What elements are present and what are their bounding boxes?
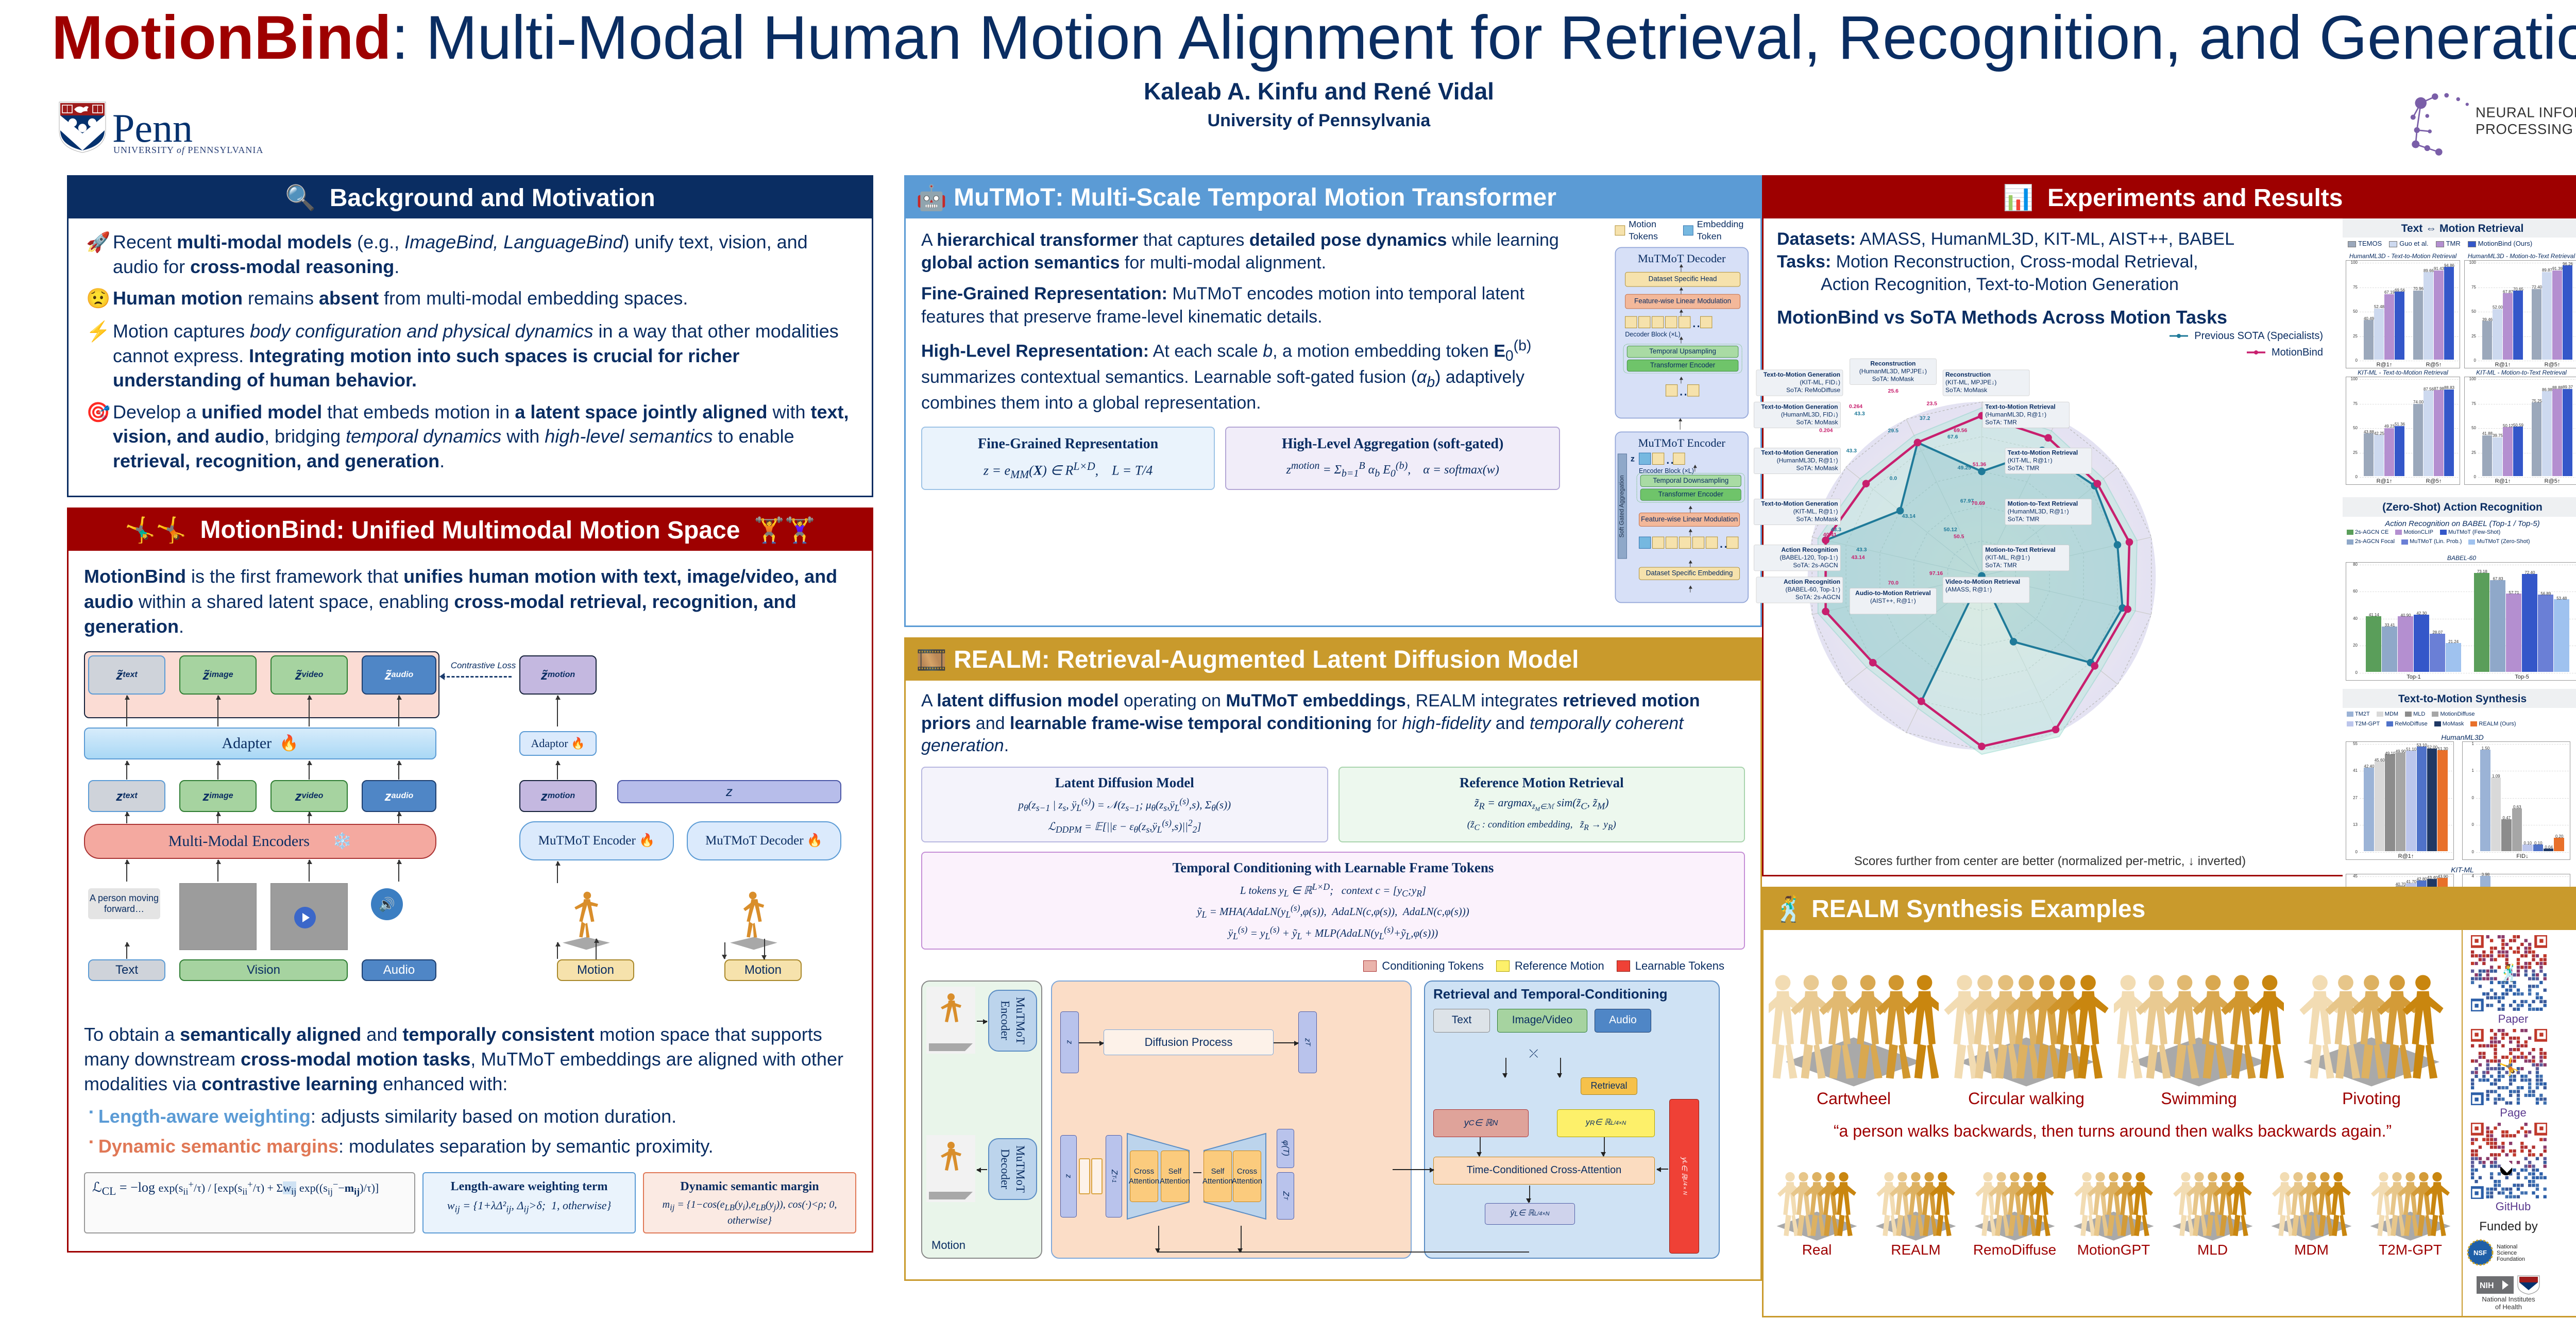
svg-text:NSF: NSF <box>2473 1249 2487 1257</box>
svg-text:Foundation: Foundation <box>2497 1256 2525 1262</box>
svg-text:Science: Science <box>2497 1250 2517 1256</box>
svg-text:UNIVERSITY of PENNSYLVANIA: UNIVERSITY of PENNSYLVANIA <box>113 145 263 155</box>
svg-text:🕺: 🕺 <box>2499 962 2520 983</box>
svg-text:🤸: 🤸 <box>2499 1057 2520 1076</box>
svg-text:Penn: Penn <box>112 106 193 150</box>
svg-text:PROCESSING SYSTEMS: PROCESSING SYSTEMS <box>2476 121 2576 137</box>
svg-text:National: National <box>2497 1244 2517 1250</box>
svg-text:NIH: NIH <box>2480 1281 2494 1290</box>
svg-text:NEURAL INFORMATION: NEURAL INFORMATION <box>2476 105 2576 121</box>
